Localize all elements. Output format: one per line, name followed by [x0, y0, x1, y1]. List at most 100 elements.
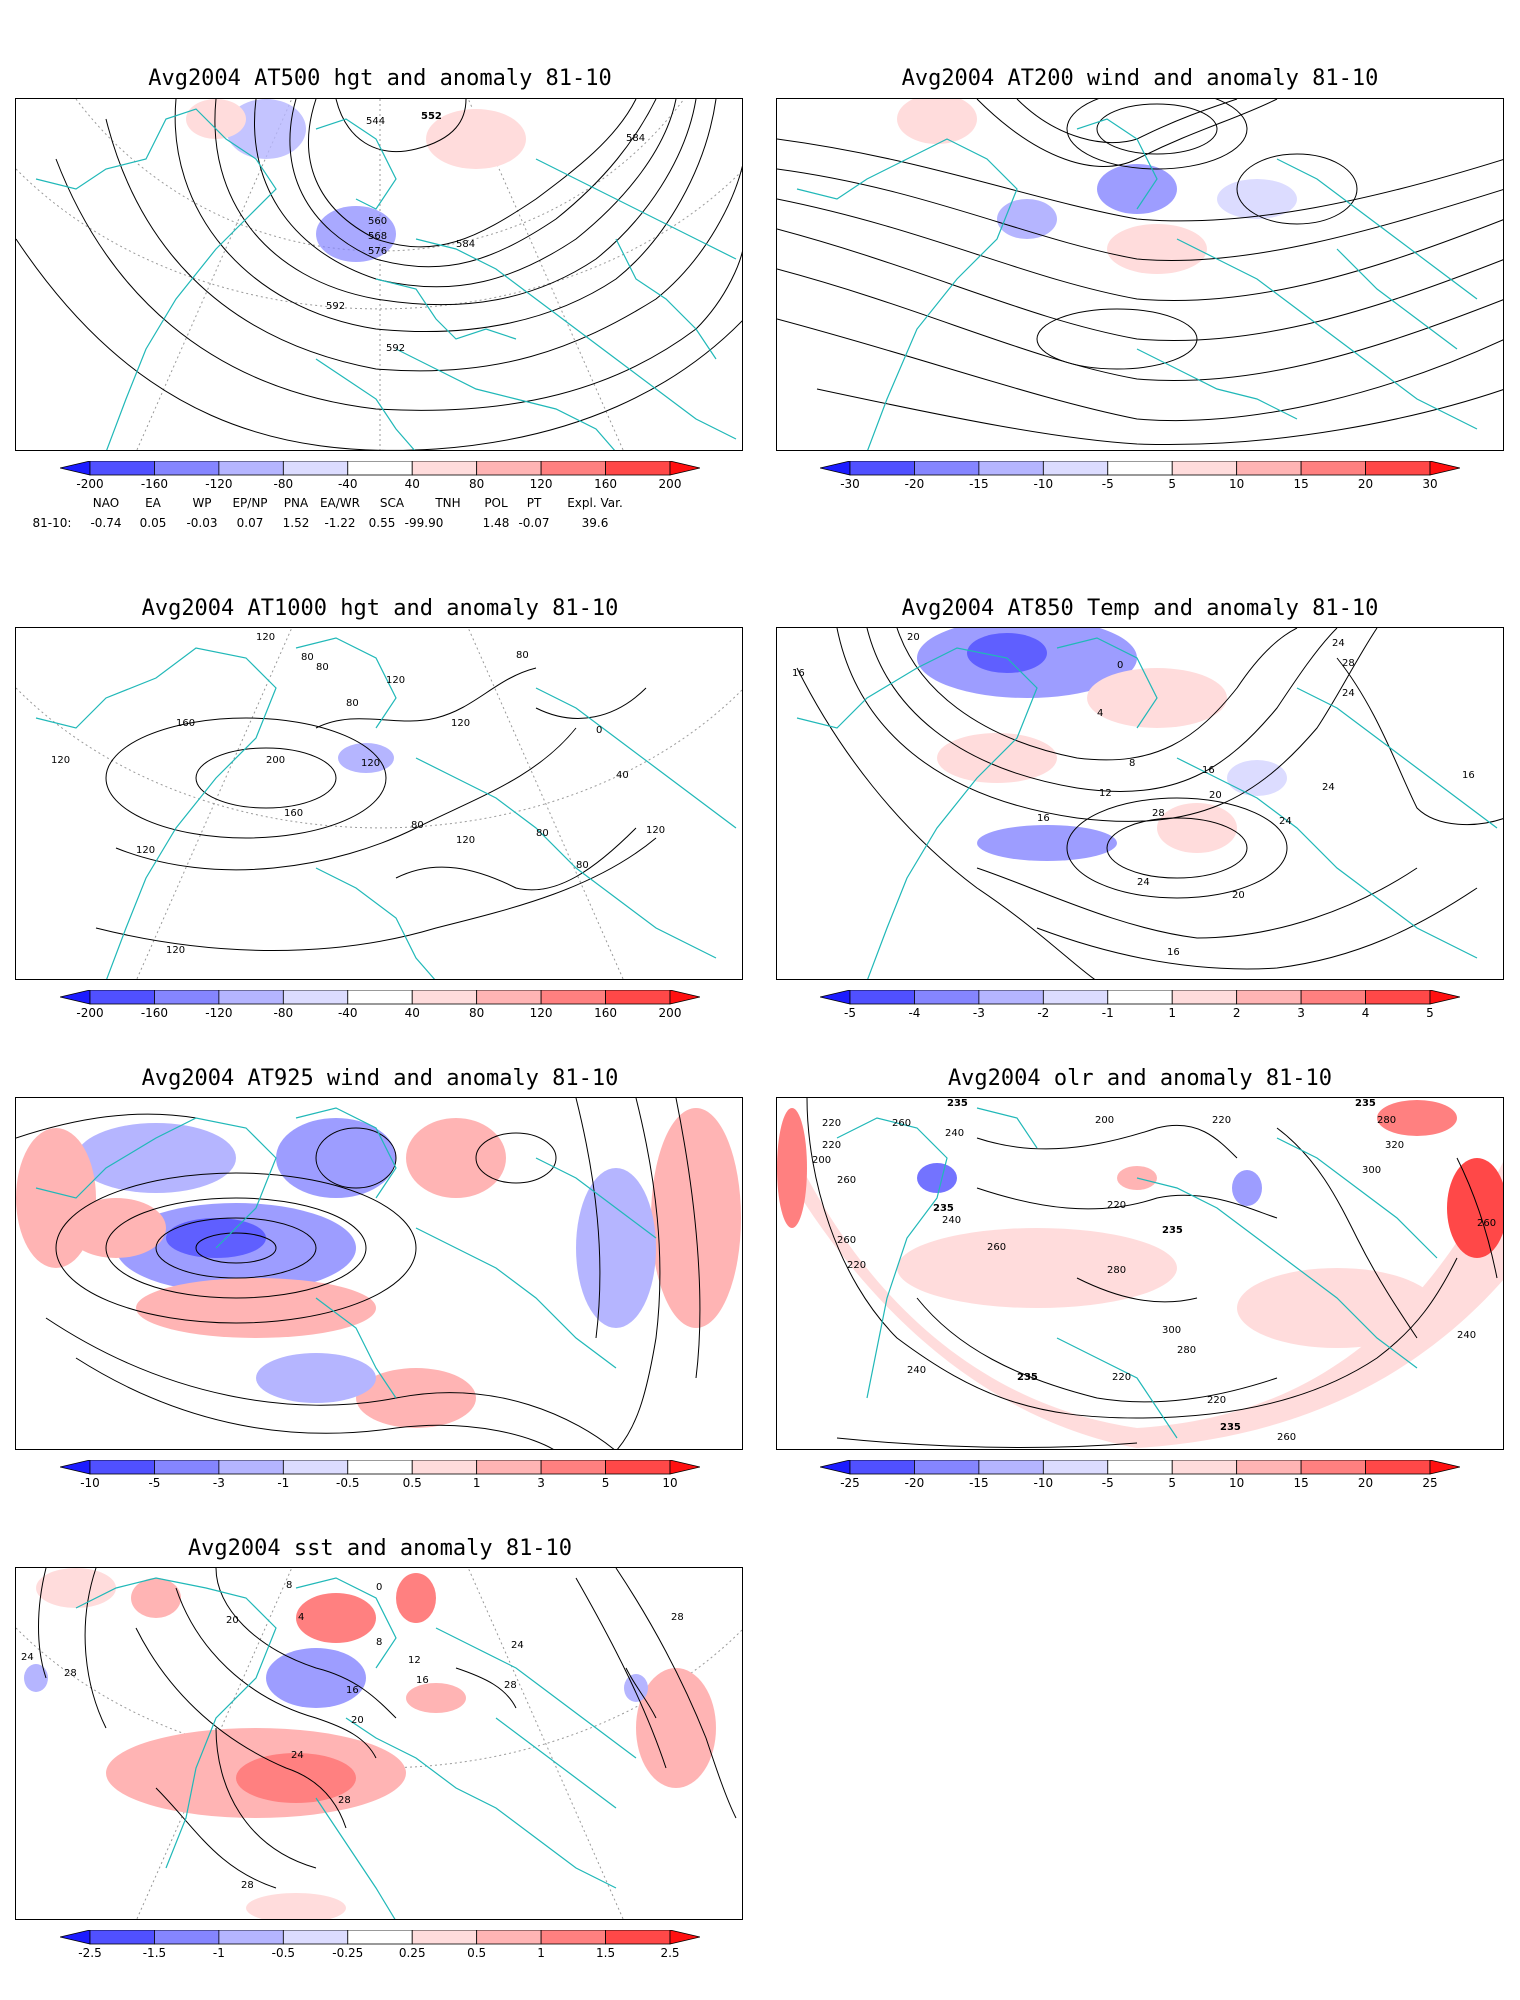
contour-label: 220 [1207, 1395, 1226, 1406]
colorbar-segment [89, 990, 155, 1005]
colorbar-graphic [60, 1460, 700, 1475]
contour-label: 160 [176, 718, 195, 729]
colorbar-tick-label: -80 [273, 1006, 294, 1020]
contour-label: 120 [456, 835, 475, 846]
colorbar-tick-label: 15 [1293, 1476, 1309, 1490]
colorbar-tick-label: -1.5 [142, 1946, 167, 1960]
colorbar-tick-label: -40 [337, 1006, 358, 1020]
contour-label: 240 [1457, 1330, 1476, 1341]
colorbar-segment [411, 990, 478, 1005]
contour-label: 544 [366, 116, 385, 127]
contour-label: 300 [1162, 1325, 1181, 1336]
index-header: WP [192, 496, 212, 510]
index-header: TNH [435, 496, 461, 510]
coastlines [35, 637, 737, 979]
colorbar-tick-label: 120 [529, 477, 553, 491]
colorbar-graphic [60, 461, 700, 476]
index-row-label: 81-10: [32, 516, 72, 530]
contour-label: 20 [226, 1615, 239, 1626]
colorbar-tick-label: -0.5 [271, 1946, 296, 1960]
colorbar-segment [347, 990, 413, 1005]
olr-contours [806, 1098, 1498, 1449]
colorbar-tick-label: -40 [337, 477, 358, 491]
colorbar-segment [282, 461, 349, 476]
colorbar-segment [820, 1460, 851, 1475]
colorbar-segment [669, 1930, 700, 1945]
contour-label: 12 [1099, 788, 1112, 799]
colorbar-segment [218, 1460, 284, 1475]
map-area [776, 98, 1504, 451]
colorbar-tick-label: -200 [76, 1006, 104, 1020]
contour-label: 576 [368, 246, 387, 257]
colorbar-tick-label: 200 [658, 1006, 682, 1020]
contour-labels: 235 220 220 200 260 240 200 220 235 280 … [812, 1098, 1496, 1443]
colorbar-segment [849, 1460, 915, 1475]
contour-label: 80 [536, 828, 549, 839]
index-header: Expl. Var. [567, 496, 623, 510]
contour-label: 200 [812, 1155, 831, 1166]
map-area [15, 1097, 743, 1450]
colorbar-segment [1429, 461, 1460, 476]
map-graphic [16, 1098, 741, 1449]
colorbar-tick-label: -5 [1101, 477, 1114, 491]
contour-label: 592 [386, 343, 405, 354]
panel-title: Avg2004 AT200 wind and anomaly 81-10 [901, 66, 1379, 91]
colorbar-tick-label: -1 [277, 1476, 290, 1490]
contour-label: 120 [166, 945, 185, 956]
colorbar-tick-label: -5 [148, 1476, 161, 1490]
colorbar-tick-label: 15 [1293, 477, 1309, 491]
map-graphic [777, 99, 1503, 450]
colorbar-segment [1236, 1460, 1302, 1475]
colorbar-segment [154, 1460, 220, 1475]
contour-label: 12 [408, 1655, 421, 1666]
contour-label: 8 [286, 1580, 292, 1591]
contour-label: 235 [933, 1203, 954, 1214]
contour-label: 24 [511, 1640, 524, 1651]
contour-label: 280 [1377, 1115, 1396, 1126]
colorbar-tick-label: -5 [844, 1006, 856, 1020]
colorbar-segment [1107, 1460, 1173, 1475]
contour-label: 560 [368, 216, 387, 227]
colorbar-segment [1236, 461, 1302, 476]
colorbar-segment [1300, 461, 1366, 476]
contour-label: 24 [1279, 816, 1292, 827]
index-header: EP/NP [232, 496, 268, 510]
coastlines [836, 1107, 1438, 1439]
contour-label: 16 [1462, 770, 1475, 781]
contour-label: 4 [298, 1612, 304, 1623]
colorbar-tick-label: -3 [212, 1476, 225, 1490]
colorbar-segment [820, 461, 851, 476]
map-area: 20 16 0 4 8 12 16 20 24 28 24 16 24 28 2… [776, 627, 1504, 980]
contour-label: 16 [792, 668, 805, 679]
colorbar-segment [605, 461, 671, 476]
index-header: PT [526, 496, 542, 510]
colorbar-tick-label: -0.25 [332, 1946, 364, 1960]
colorbar-segment [540, 461, 606, 476]
colorbar-tick-label: 5 [1426, 1006, 1434, 1020]
colorbar-tick-label: 1 [537, 1946, 545, 1960]
contour-label: 28 [338, 1795, 351, 1806]
index-value: -0.74 [90, 516, 122, 530]
contour-label: 24 [1342, 688, 1355, 699]
contour-label: 120 [451, 718, 470, 729]
index-header: EA/WR [319, 496, 361, 510]
contour-label: 8 [376, 1637, 382, 1648]
colorbar-segment [1300, 990, 1366, 1005]
colorbar-segment [1042, 461, 1109, 476]
colorbar-segment [218, 461, 284, 476]
contour-label: 568 [368, 231, 387, 242]
index-value: 1.52 [282, 516, 310, 530]
colorbar: -200 -160 -120 -80 -40 40 80 120 160 200 [60, 461, 700, 497]
panel-title: Avg2004 AT925 wind and anomaly 81-10 [141, 1066, 619, 1091]
colorbar-segment [60, 1460, 91, 1475]
anomaly-shading [16, 1108, 741, 1428]
contour-label: 592 [326, 301, 345, 312]
colorbar-segment [154, 990, 220, 1005]
contour-label: 220 [822, 1118, 841, 1129]
contour-label: 0 [1117, 660, 1123, 671]
colorbar-segment [1107, 461, 1173, 476]
colorbar-tick-label: 2.5 [660, 1946, 680, 1960]
colorbar-tick-label: 120 [529, 1006, 553, 1020]
index-header: EA [145, 496, 161, 510]
colorbar-segment [282, 1460, 349, 1475]
